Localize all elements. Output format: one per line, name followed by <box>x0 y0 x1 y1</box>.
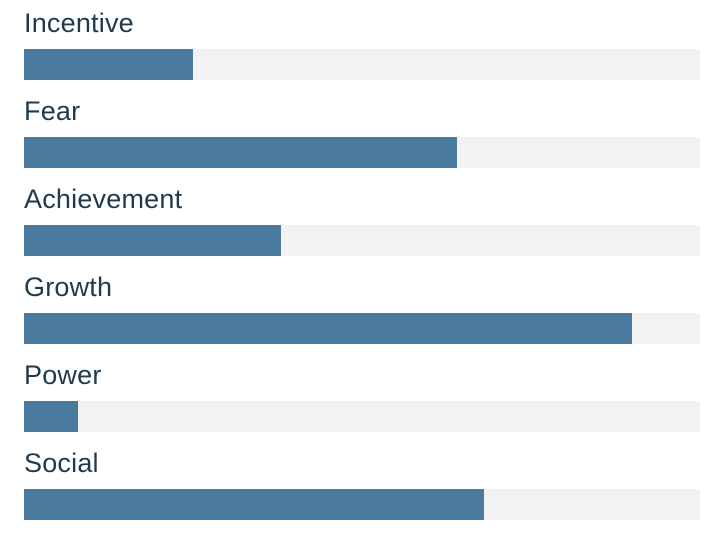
bar-row: Achievement <box>24 181 700 269</box>
bar-label: Power <box>24 360 102 390</box>
bar-track <box>24 313 700 344</box>
bar-track <box>24 49 700 80</box>
bar-fill <box>24 401 79 432</box>
bar-label: Fear <box>24 96 81 126</box>
bar-row: Social <box>24 445 700 533</box>
bar-row: Fear <box>24 93 700 181</box>
bar-fill <box>24 225 281 256</box>
bar-track <box>24 137 700 168</box>
bar-fill <box>24 313 633 344</box>
bar-fill <box>24 137 457 168</box>
bar-label: Incentive <box>24 8 134 38</box>
bar-chart: Incentive Fear Achievement Growth Power Socia… <box>24 5 700 533</box>
bar-row: Growth <box>24 269 700 357</box>
bar-row: Incentive <box>24 5 700 93</box>
bar-track <box>24 401 700 432</box>
bar-track <box>24 225 700 256</box>
bar-label: Achievement <box>24 184 183 214</box>
bar-fill <box>24 489 484 520</box>
bar-track <box>24 489 700 520</box>
bar-label: Social <box>24 448 99 478</box>
bar-row: Power <box>24 357 700 445</box>
bar-label: Growth <box>24 272 113 302</box>
bar-fill <box>24 49 193 80</box>
